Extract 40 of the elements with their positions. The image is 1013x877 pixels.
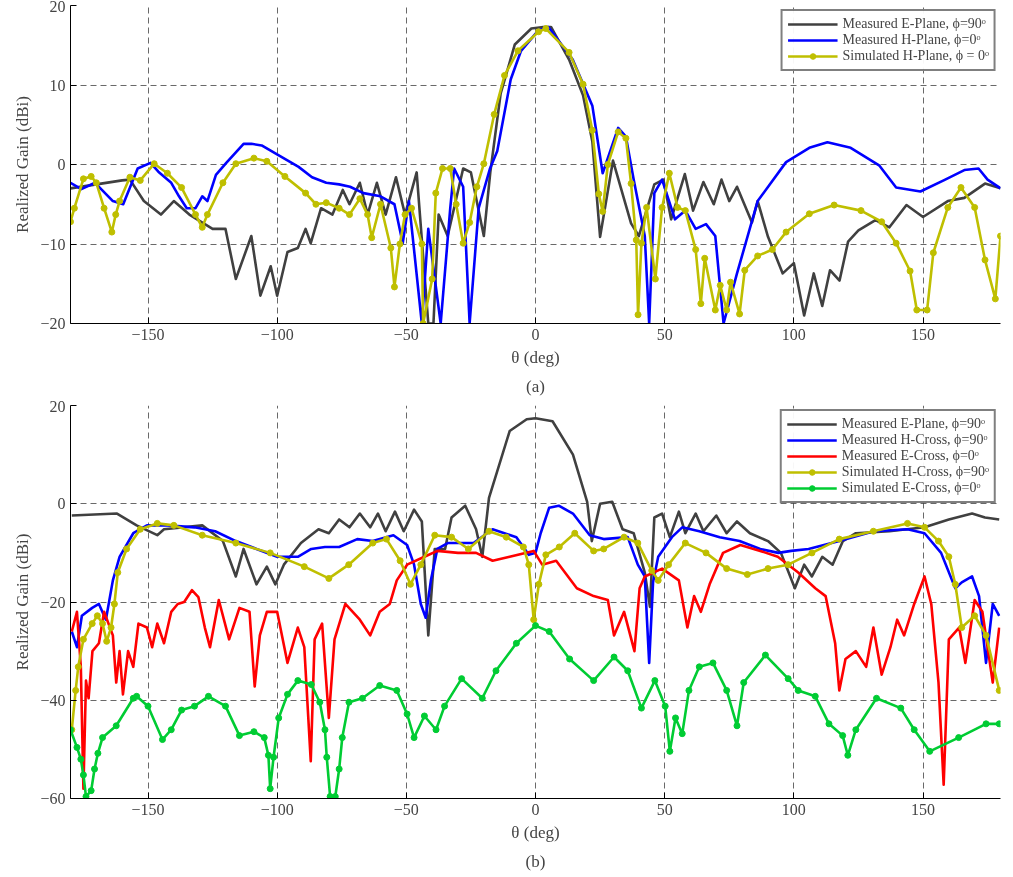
y-tick-label: 20	[49, 397, 66, 415]
line-series	[70, 504, 1001, 665]
y-tick-label: −40	[40, 691, 66, 709]
text: (b)	[525, 851, 546, 871]
y-tick-label: 20	[49, 0, 66, 15]
legend-label: Measured E-Plane, ϕ=90ᵒ	[842, 16, 986, 32]
legend-label: Simulated E-Cross, ϕ=0ᵒ	[841, 480, 981, 496]
x-tick-label: −50	[393, 800, 419, 818]
legend-label: Simulated H-Plane, ϕ = 0ᵒ	[842, 48, 989, 64]
legend-label: Measured E-Plane, ϕ=90ᵒ	[841, 416, 986, 432]
x-tick-label: −150	[131, 325, 165, 343]
x-tick-label: −100	[260, 800, 294, 818]
legend-label: Simulated H-Cross, ϕ=90ᵒ	[841, 464, 989, 480]
y-tick-label: −20	[40, 315, 66, 332]
x-tick-label: −100	[260, 325, 294, 343]
x-tick-label: 100	[781, 325, 806, 343]
legend-label: Measured H-Cross, ϕ=90ᵒ	[841, 432, 988, 448]
text: (a)	[526, 376, 545, 396]
y-tick-label: −10	[40, 235, 66, 253]
x-tick-label: 0	[531, 800, 540, 818]
y-axis-title: Realized Gain (dBi)	[13, 96, 33, 233]
x-axis-title: θ (deg)	[511, 822, 560, 842]
x-tick-label: 150	[911, 800, 935, 818]
x-tick-label: 150	[911, 325, 935, 343]
y-axis-title: Realized Gain (dBi)	[13, 533, 33, 671]
x-tick-label: −50	[393, 325, 419, 343]
y-tick-label: 10	[49, 76, 66, 94]
legend-label: Measured H-Plane, ϕ=0ᵒ	[842, 32, 981, 48]
legend-label: Measured E-Cross, ϕ=0ᵒ	[841, 448, 979, 464]
x-tick-label: 50	[656, 325, 673, 343]
x-tick-label: 100	[781, 800, 806, 818]
line-series	[70, 543, 1001, 790]
y-tick-label: −60	[40, 790, 66, 807]
y-tick-label: 0	[57, 495, 66, 513]
y-tick-label: −20	[40, 593, 66, 611]
x-tick-label: −150	[131, 800, 165, 818]
y-tick-label: 0	[57, 156, 66, 173]
x-tick-label: 0	[531, 325, 540, 343]
x-tick-label: 50	[656, 800, 673, 818]
x-axis-title: θ (deg)	[511, 347, 560, 367]
